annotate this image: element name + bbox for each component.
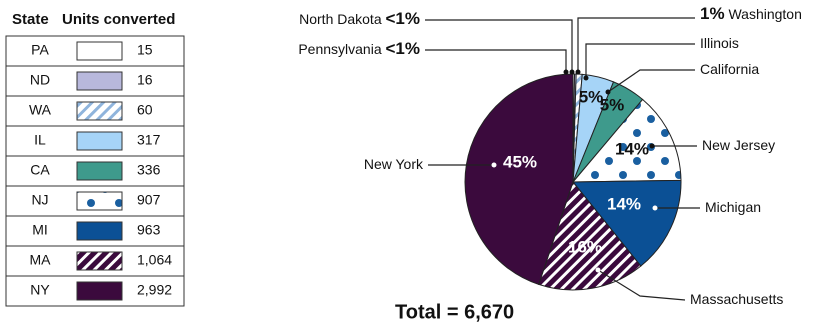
units-value: 336 [137, 162, 161, 178]
pie-slice [571, 98, 682, 183]
percent-label: 16% [568, 237, 602, 256]
units-value: 60 [137, 102, 153, 118]
slice-label: North Dakota <1% [299, 9, 420, 28]
slice-label: Massachusetts [690, 291, 783, 307]
state-code: NJ [31, 192, 48, 208]
units-value: 907 [137, 192, 161, 208]
state-code: CA [30, 162, 50, 178]
state-code: WA [29, 102, 52, 118]
percent-label: 14% [607, 194, 641, 213]
legend-swatch [76, 281, 123, 301]
slice-label: New Jersey [702, 137, 775, 153]
total-label: Total = 6,670 [395, 301, 514, 323]
percent-label: 5% [579, 87, 604, 106]
legend-swatch [76, 251, 123, 271]
legend-swatch [76, 161, 123, 181]
percent-label: 5% [600, 95, 625, 114]
state-code: PA [31, 42, 49, 58]
table-frame [5, 35, 185, 307]
legend-swatch [76, 41, 123, 61]
slice-label: Illinois [700, 35, 739, 51]
percent-label: 45% [503, 152, 537, 171]
table-header: Units converted [62, 11, 175, 28]
units-value: 16 [137, 72, 153, 88]
state-code: IL [34, 132, 46, 148]
slice-label: Michigan [705, 199, 761, 215]
units-value: 317 [137, 132, 161, 148]
units-value: 2,992 [137, 282, 172, 298]
legend-swatch [76, 71, 123, 91]
slice-label: Pennsylvania <1% [298, 39, 420, 58]
percent-label: 14% [615, 139, 649, 158]
state-code: MI [32, 222, 48, 238]
legend-swatch [76, 101, 123, 121]
legend-swatch [76, 191, 123, 211]
state-code: NY [30, 282, 50, 298]
units-value: 1,064 [137, 252, 172, 268]
legend-swatch [76, 131, 123, 151]
table-header: State [12, 11, 49, 28]
state-code: ND [30, 72, 50, 88]
units-value: 963 [137, 222, 161, 238]
pie-slice [571, 179, 682, 267]
legend-swatch [76, 221, 123, 241]
slice-label: 1% Washington [700, 4, 802, 23]
slice-label: New York [364, 156, 424, 172]
slice-label: California [700, 61, 759, 77]
state-code: MA [30, 252, 52, 268]
units-value: 15 [137, 42, 153, 58]
